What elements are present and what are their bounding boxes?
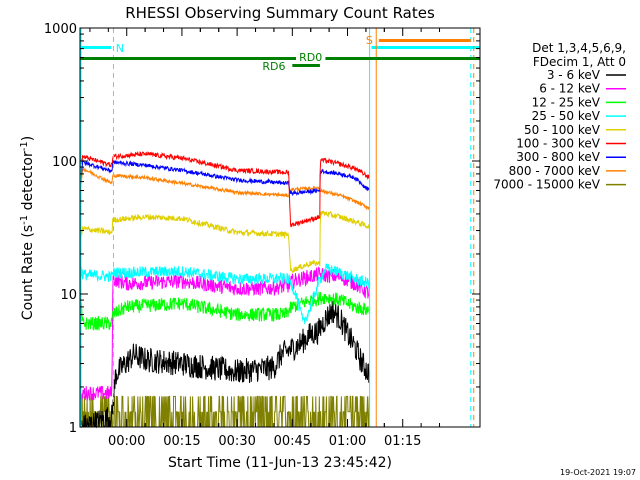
legend-label: 6 - 12 keV: [539, 82, 601, 96]
plot-frame: [79, 27, 481, 428]
x-tick-label: 00:15: [163, 434, 200, 449]
legend-header-detectors: Det 1,3,4,5,6,9,: [532, 41, 626, 55]
night-bar: [80, 46, 112, 49]
x-tick-label: 01:15: [384, 434, 421, 449]
y-tick-label: 1: [69, 421, 77, 436]
y-tick-label: 1000: [44, 22, 77, 37]
x-tick-label: 00:45: [274, 434, 311, 449]
chart-title: RHESSI Observing Summary Count Rates: [125, 4, 435, 22]
series-line-25to50keV: [79, 263, 370, 325]
night-bar-2: [371, 46, 480, 49]
saa-bar: [378, 39, 471, 42]
legend: Det 1,3,4,5,6,9, FDecim 1, Att 0 3 - 6 k…: [493, 41, 626, 192]
rd6-label: RD6: [262, 60, 285, 73]
series-line-300to800keV: [79, 159, 370, 197]
series-line-7000to15000keV: [79, 395, 370, 428]
saa-label: S: [366, 34, 373, 47]
legend-label: 100 - 300 keV: [516, 137, 600, 151]
night-label: N: [116, 42, 124, 55]
legend-label: 800 - 7000 keV: [509, 164, 601, 178]
legend-label: 7000 - 15000 keV: [493, 178, 600, 192]
rd0-bar-right: [325, 57, 480, 60]
series-line-800to7000keV: [79, 167, 370, 211]
legend-label: 3 - 6 keV: [547, 68, 601, 82]
legend-label: 12 - 25 keV: [532, 95, 601, 109]
series-line-100to300keV: [79, 150, 370, 228]
rd6-bar: [292, 64, 320, 67]
legend-label: 50 - 100 keV: [524, 123, 601, 137]
y-axis-label: Count Rate (s-1 detector-1): [19, 136, 36, 320]
y-tick-label: 100: [52, 155, 77, 170]
legend-header-decimation: FDecim 1, Att 0: [533, 55, 626, 69]
y-tick-label: 10: [60, 288, 77, 303]
timestamp: 19-Oct-2021 19:07: [560, 468, 636, 477]
legend-label: 25 - 50 keV: [532, 109, 601, 123]
x-axis-label: Start Time (11-Jun-13 23:45:42): [168, 455, 392, 471]
x-tick-label: 00:30: [218, 434, 255, 449]
series-line-50to100keV: [79, 210, 370, 274]
legend-label: 300 - 800 keV: [516, 150, 600, 164]
series-line-3to6keV: [79, 300, 370, 429]
series-line-6to12keV: [79, 266, 370, 428]
rd0-label: RD0: [299, 51, 322, 64]
series-line-12to25keV: [79, 291, 370, 331]
x-tick-label: 00:00: [108, 434, 145, 449]
rd0-bar-left: [80, 57, 297, 60]
x-tick-label: 01:00: [329, 434, 366, 449]
